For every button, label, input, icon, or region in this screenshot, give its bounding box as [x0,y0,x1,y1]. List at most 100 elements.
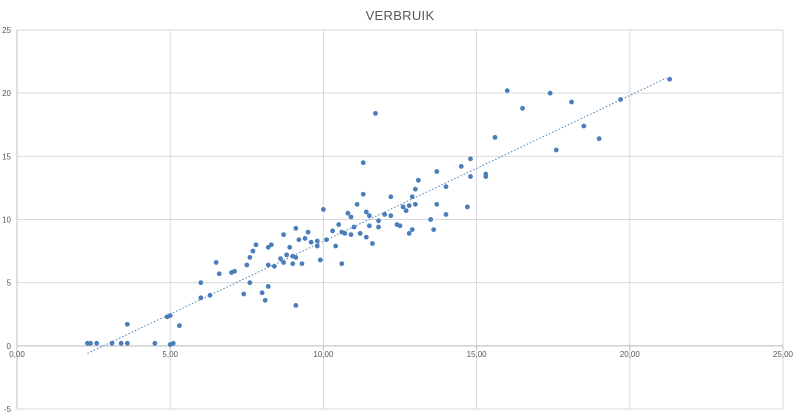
data-point [409,227,415,233]
data-point [428,217,434,222]
x-tick-label: 5,00 [162,350,178,359]
data-point [265,284,271,289]
y-tick-label: -5 [4,405,12,414]
data-point [88,340,93,346]
x-tick-label: 25,00 [773,350,794,359]
data-point [348,214,354,220]
data-point [198,280,204,286]
data-point [400,204,406,210]
x-tick-label: 15,00 [467,350,488,359]
data-point [370,241,375,246]
trendline [87,77,667,354]
data-point [253,242,259,248]
y-tick-label: 10 [2,216,11,225]
data-point [216,271,222,277]
chart-title: VERBRUIK [365,8,435,23]
data-point [366,223,372,229]
data-point [176,323,182,329]
data-point [124,340,130,346]
data-point [271,263,277,269]
data-point [458,164,464,169]
data-point [504,88,510,94]
data-point [296,237,302,243]
data-point [406,203,412,209]
data-point [373,110,378,116]
data-point [118,340,124,346]
y-tick-label: 20 [2,89,11,98]
data-points [85,76,673,347]
data-point [434,201,440,207]
data-point [342,230,348,236]
data-point [483,171,489,177]
data-point [262,297,268,303]
data-point [345,210,351,216]
y-tick-labels: -5 0 5 10 15 20 25 [2,26,11,414]
data-point [321,206,326,212]
data-point [170,340,176,346]
data-point [397,223,403,229]
data-point [198,295,204,301]
data-point [388,194,394,200]
data-point [207,292,213,298]
data-point [244,262,250,268]
data-point [213,260,219,265]
data-point [302,236,308,241]
data-point [278,256,283,262]
data-point [109,340,115,346]
data-point [403,208,409,214]
data-point [596,136,602,142]
data-point [308,239,314,245]
data-point [250,248,256,254]
data-point [241,291,247,297]
data-point [376,224,381,230]
data-point [314,243,320,249]
data-point [293,303,299,308]
data-point [281,232,286,238]
data-point [376,218,381,224]
data-point [152,340,158,346]
data-point [317,257,323,263]
data-point [167,313,173,318]
data-point [336,222,342,227]
data-point [333,243,339,249]
data-point [305,229,311,235]
trendline-group [87,77,667,354]
data-point [569,99,574,105]
data-point [412,201,418,207]
data-point [415,177,421,183]
y-tick-label: 5 [7,279,12,288]
data-point [339,261,345,267]
data-point [492,134,498,140]
y-tick-label: 15 [2,152,11,161]
data-point [265,262,271,268]
y-tick-label: 25 [2,26,11,35]
data-point [259,290,265,296]
x-tick-label: 20,00 [620,350,641,359]
data-point [268,242,274,248]
data-point [382,212,388,217]
data-point [468,156,473,162]
data-point [443,184,449,190]
data-point [363,209,369,215]
data-point [360,191,366,197]
data-point [247,255,253,260]
data-point [412,186,418,192]
data-point [468,174,473,179]
data-point [314,238,320,244]
data-point [363,234,369,240]
data-point [431,227,437,233]
data-point [354,201,360,207]
horizontal-gridlines [17,29,783,410]
data-point [360,160,366,166]
data-point [232,268,237,274]
data-point [357,230,363,236]
data-point [348,232,354,238]
data-point [293,255,299,260]
data-point [366,213,372,219]
data-point [388,213,394,219]
data-point [409,194,415,200]
data-point [287,244,293,250]
data-point [290,261,296,267]
data-point [547,90,553,96]
